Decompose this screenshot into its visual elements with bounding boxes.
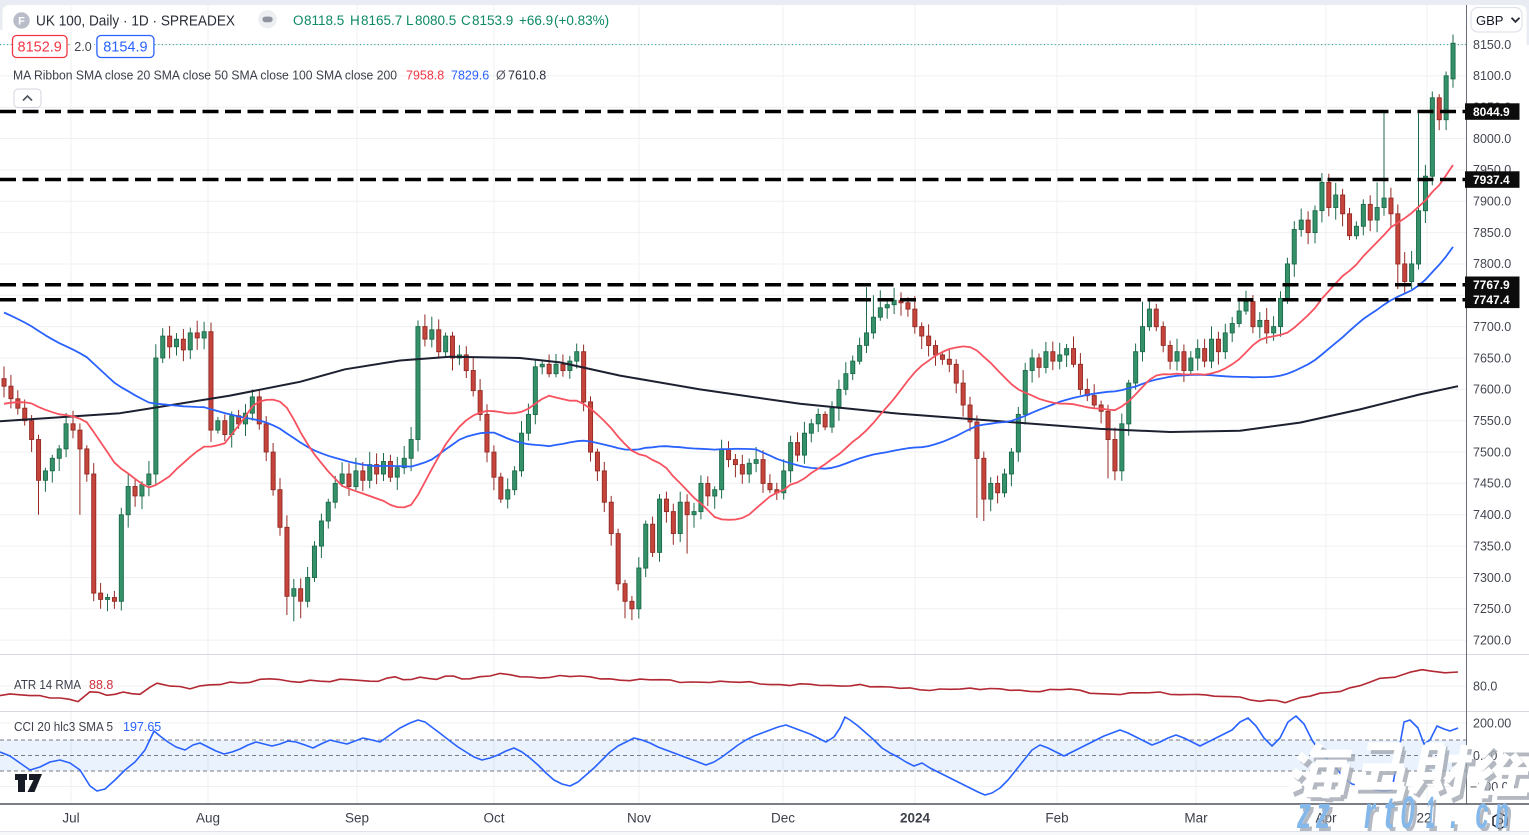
- svg-text:Dec: Dec: [771, 811, 795, 826]
- svg-text:7700.0: 7700.0: [1473, 320, 1511, 334]
- svg-text:z: z: [1318, 790, 1333, 835]
- svg-text:O: O: [293, 13, 304, 28]
- svg-text:7829.6: 7829.6: [451, 69, 489, 83]
- svg-text:Feb: Feb: [1045, 811, 1068, 826]
- svg-text:22: 22: [1416, 811, 1431, 826]
- svg-text:z: z: [1299, 790, 1314, 835]
- svg-text:8044.9: 8044.9: [1473, 105, 1510, 119]
- svg-text:1: 1: [1426, 787, 1435, 835]
- svg-text:UK 100, Daily · 1D · SPREADEX: UK 100, Daily · 1D · SPREADEX: [36, 13, 235, 30]
- svg-text:H: H: [350, 13, 360, 28]
- svg-text:MA Ribbon SMA close 20 SMA clo: MA Ribbon SMA close 20 SMA close 50 SMA …: [13, 69, 397, 83]
- svg-text:2024: 2024: [900, 811, 931, 826]
- svg-text:80.0: 80.0: [1473, 679, 1497, 693]
- svg-text:C: C: [461, 13, 471, 28]
- svg-text:7200.0: 7200.0: [1473, 633, 1511, 647]
- svg-text:8118.5: 8118.5: [304, 13, 344, 28]
- svg-text:200.00: 200.00: [1473, 716, 1511, 730]
- svg-text:8000.0: 8000.0: [1473, 132, 1511, 146]
- svg-text:8165.7: 8165.7: [361, 13, 402, 28]
- svg-text:ATR 14 RMA: ATR 14 RMA: [14, 678, 82, 692]
- svg-text:8080.5: 8080.5: [415, 13, 456, 28]
- svg-text:7900.0: 7900.0: [1473, 195, 1511, 209]
- svg-text:2.0: 2.0: [74, 40, 91, 54]
- svg-text:88.8: 88.8: [89, 678, 113, 692]
- svg-text:Ø: Ø: [496, 69, 506, 83]
- svg-text:7650.0: 7650.0: [1473, 351, 1511, 365]
- svg-text:r: r: [1367, 790, 1380, 835]
- svg-text:7850.0: 7850.0: [1473, 226, 1511, 240]
- svg-text:7600.0: 7600.0: [1473, 383, 1511, 397]
- svg-text:t: t: [1387, 790, 1398, 835]
- svg-text:c: c: [1476, 787, 1489, 835]
- svg-text:z: z: [1296, 787, 1311, 835]
- svg-text:(+0.83%): (+0.83%): [554, 13, 609, 28]
- svg-text:.: .: [1453, 790, 1460, 835]
- svg-text:F: F: [18, 16, 25, 28]
- svg-text:8150.0: 8150.0: [1473, 38, 1511, 52]
- svg-text:c: c: [1479, 790, 1492, 835]
- svg-text:Aug: Aug: [196, 811, 220, 826]
- svg-text:7958.8: 7958.8: [406, 69, 444, 83]
- svg-text:Oct: Oct: [483, 811, 504, 826]
- svg-text:.: .: [1450, 787, 1457, 835]
- svg-text:1: 1: [1429, 790, 1438, 835]
- svg-text:7350.0: 7350.0: [1473, 539, 1511, 553]
- svg-text:7937.4: 7937.4: [1473, 173, 1510, 187]
- svg-text:7610.8: 7610.8: [508, 69, 546, 83]
- svg-text:r: r: [1364, 787, 1377, 835]
- svg-text:7800.0: 7800.0: [1473, 257, 1511, 271]
- svg-text:Nov: Nov: [627, 811, 651, 826]
- svg-text:Jul: Jul: [62, 811, 79, 826]
- svg-text:8100.0: 8100.0: [1473, 69, 1511, 83]
- svg-text:8152.9: 8152.9: [18, 40, 62, 56]
- svg-text:7400.0: 7400.0: [1473, 508, 1511, 522]
- svg-text:Sep: Sep: [345, 811, 369, 826]
- svg-text:7747.4: 7747.4: [1473, 293, 1510, 307]
- svg-text:7250.0: 7250.0: [1473, 602, 1511, 616]
- svg-text:7767.9: 7767.9: [1473, 278, 1510, 292]
- svg-text:CCI 20 hlc3 SMA 5: CCI 20 hlc3 SMA 5: [14, 720, 113, 734]
- svg-text:n: n: [1495, 787, 1509, 835]
- svg-text:Apr: Apr: [1315, 811, 1337, 826]
- svg-text:z: z: [1315, 787, 1330, 835]
- svg-text:7450.0: 7450.0: [1473, 477, 1511, 491]
- svg-text:n: n: [1498, 790, 1512, 835]
- svg-text:Mar: Mar: [1184, 811, 1208, 826]
- svg-text:L: L: [406, 13, 414, 28]
- svg-text:+66.9: +66.9: [519, 13, 553, 28]
- svg-text:7500.0: 7500.0: [1473, 445, 1511, 459]
- svg-text:0: 0: [1404, 790, 1418, 835]
- svg-text:0: 0: [1401, 787, 1415, 835]
- svg-text:7300.0: 7300.0: [1473, 571, 1511, 585]
- svg-text:8154.9: 8154.9: [103, 40, 147, 56]
- svg-text:7550.0: 7550.0: [1473, 414, 1511, 428]
- svg-text:GBP: GBP: [1476, 13, 1503, 28]
- svg-text:197.65: 197.65: [123, 720, 161, 734]
- svg-text:t: t: [1384, 787, 1395, 835]
- svg-text:8153.9: 8153.9: [472, 13, 513, 28]
